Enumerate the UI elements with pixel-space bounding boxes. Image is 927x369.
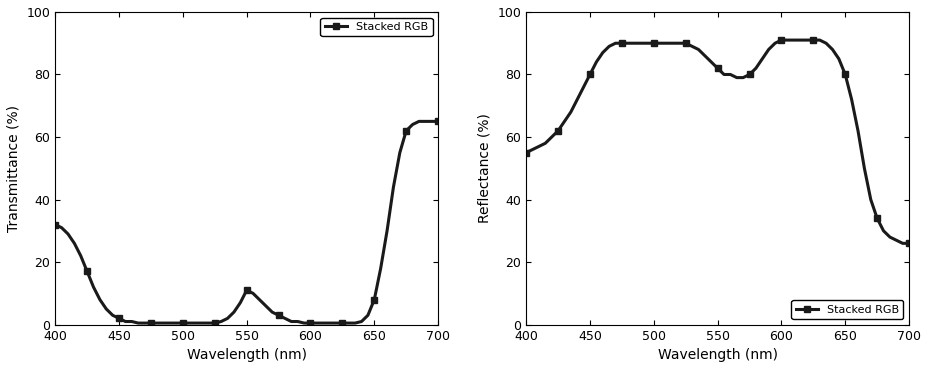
Legend: Stacked RGB: Stacked RGB [320, 17, 432, 37]
Y-axis label: Transmittance (%): Transmittance (%) [6, 105, 21, 232]
Legend: Stacked RGB: Stacked RGB [791, 300, 903, 319]
X-axis label: Wavelength (nm): Wavelength (nm) [657, 348, 777, 362]
Y-axis label: Reflectance (%): Reflectance (%) [477, 113, 491, 223]
X-axis label: Wavelength (nm): Wavelength (nm) [186, 348, 306, 362]
